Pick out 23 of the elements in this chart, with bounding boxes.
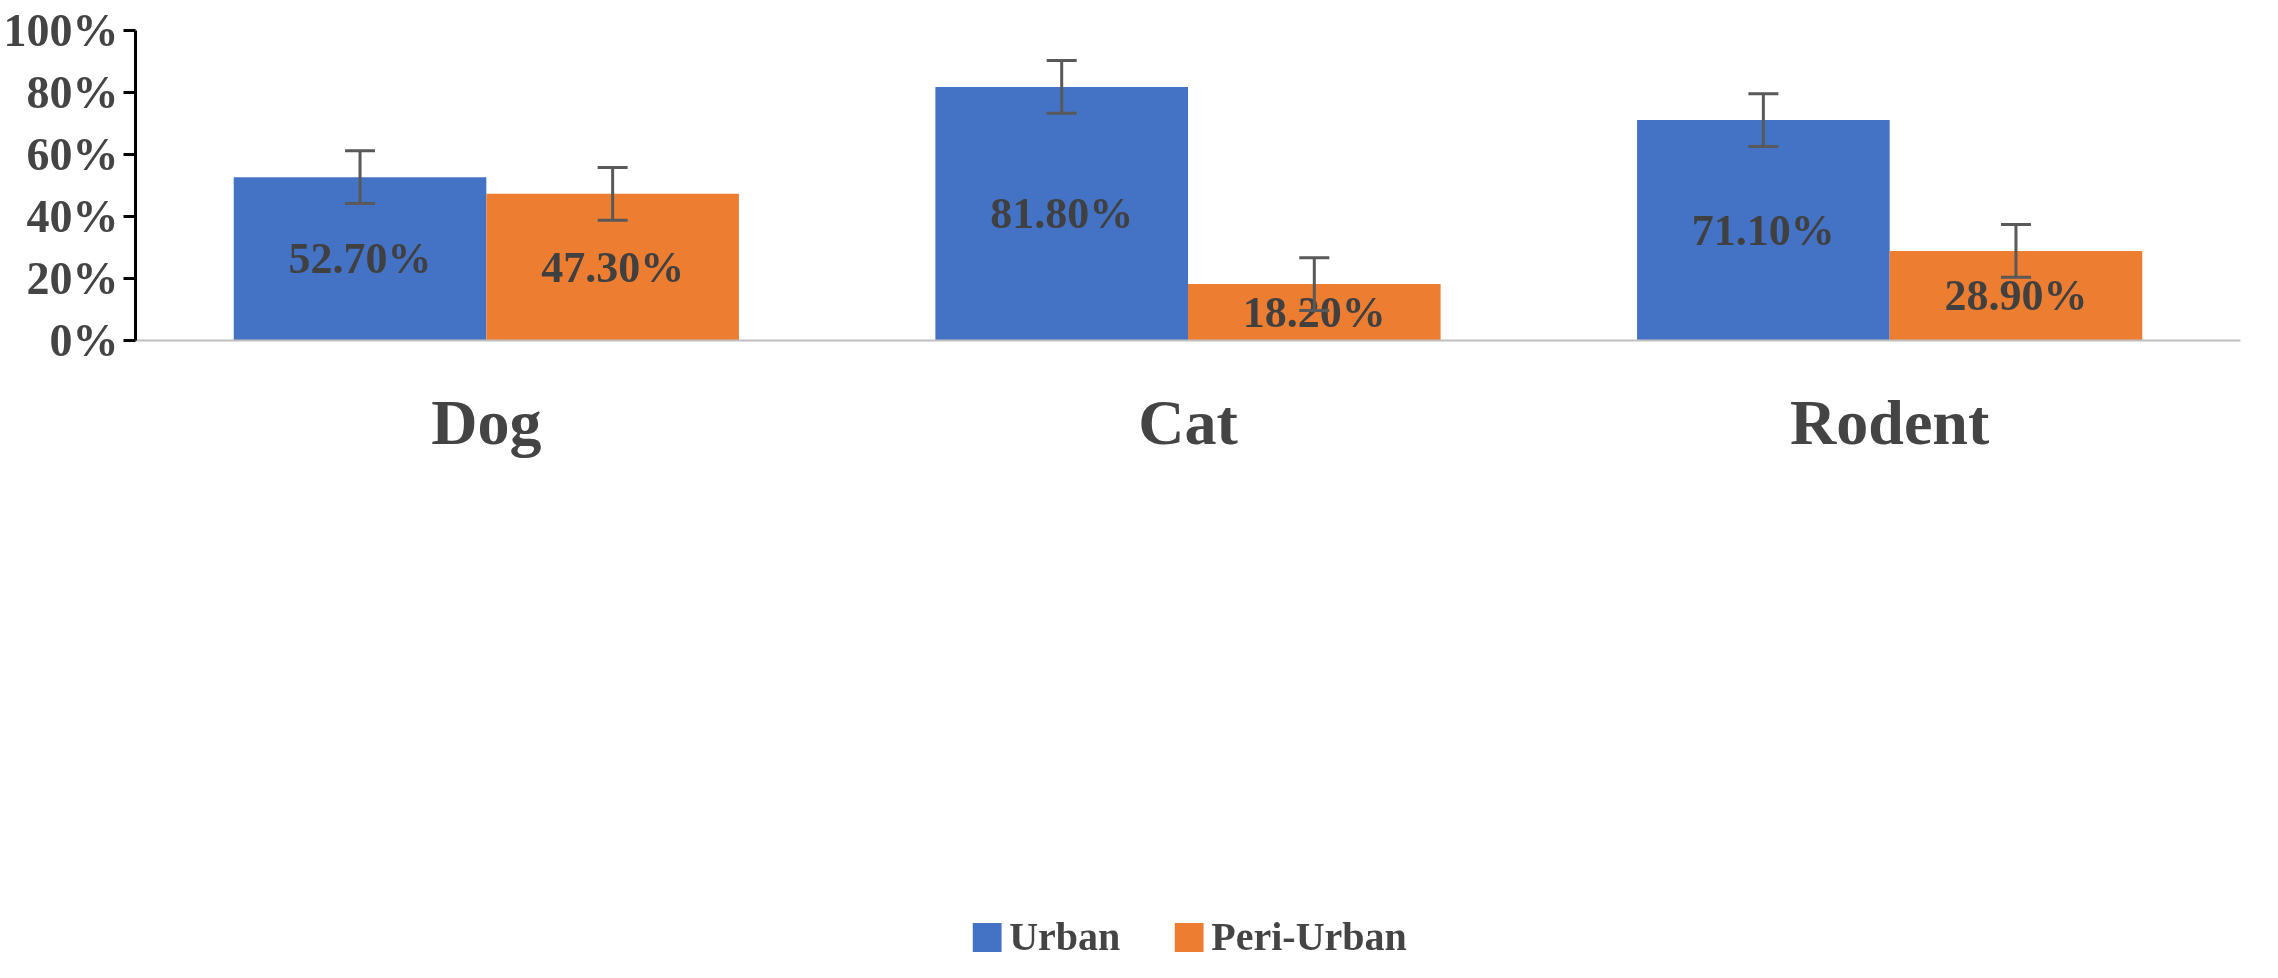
y-tick-label: 0%: [49, 315, 119, 366]
x-tick-label: Rodent: [1790, 386, 1990, 458]
data-label: 71.10%: [1691, 205, 1835, 255]
x-tick-label: Cat: [1138, 386, 1239, 458]
y-tick-label: 100%: [3, 5, 119, 56]
data-label: 81.80%: [990, 189, 1134, 239]
data-label: 18.20%: [1242, 287, 1386, 337]
data-label: 28.90%: [1944, 271, 2088, 321]
y-tick-label: 20%: [26, 253, 119, 304]
data-label: 52.70%: [288, 234, 432, 284]
y-tick-label: 80%: [26, 67, 119, 118]
legend-label: Peri-Urban: [1211, 913, 1407, 960]
y-tick-label: 40%: [26, 191, 119, 242]
bar: [1188, 284, 1441, 341]
bar: [935, 86, 1188, 341]
bar: [233, 177, 487, 341]
y-tick-label: 60%: [26, 129, 119, 180]
data-label: 47.30%: [541, 242, 685, 292]
bar: [1637, 120, 1890, 341]
bar: [486, 193, 739, 341]
legend-label: Urban: [1009, 913, 1121, 960]
x-tick-label: Dog: [431, 386, 542, 458]
bar: [1889, 250, 2143, 341]
